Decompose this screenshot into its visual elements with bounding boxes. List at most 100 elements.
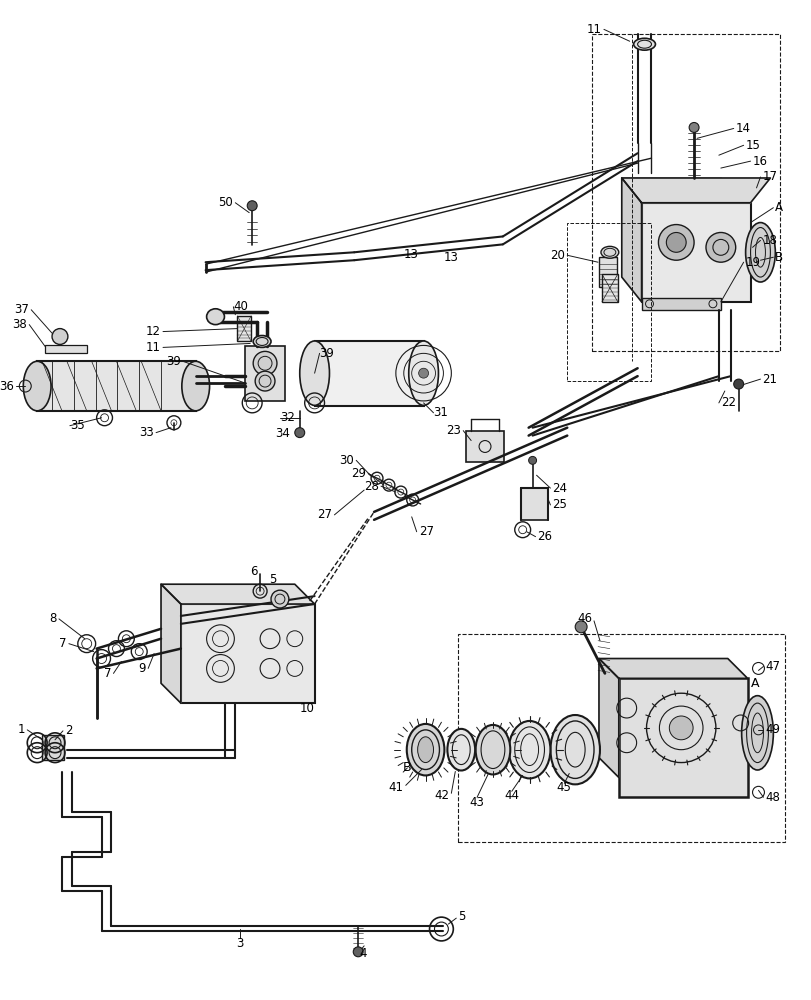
Bar bbox=[181, 604, 314, 703]
Text: 37: 37 bbox=[15, 303, 29, 316]
Text: 7: 7 bbox=[59, 637, 67, 650]
Text: 47: 47 bbox=[765, 660, 779, 673]
Ellipse shape bbox=[447, 729, 474, 770]
Ellipse shape bbox=[406, 724, 444, 775]
Circle shape bbox=[294, 428, 304, 438]
Bar bbox=[641, 298, 720, 310]
Circle shape bbox=[253, 351, 277, 375]
Bar bbox=[641, 203, 749, 302]
Text: 11: 11 bbox=[146, 341, 161, 354]
Bar bbox=[245, 346, 285, 401]
Circle shape bbox=[705, 232, 735, 262]
Ellipse shape bbox=[206, 309, 224, 325]
Circle shape bbox=[353, 947, 363, 957]
Text: 27: 27 bbox=[317, 508, 332, 521]
Text: 23: 23 bbox=[446, 424, 461, 437]
Text: 39: 39 bbox=[165, 355, 181, 368]
Text: 33: 33 bbox=[139, 426, 154, 439]
Text: 5: 5 bbox=[457, 910, 465, 923]
Text: 42: 42 bbox=[434, 789, 448, 802]
Text: 22: 22 bbox=[720, 396, 735, 409]
Circle shape bbox=[658, 225, 693, 260]
Polygon shape bbox=[161, 584, 314, 604]
Ellipse shape bbox=[550, 715, 599, 784]
Bar bbox=[237, 316, 251, 341]
Bar bbox=[42, 735, 64, 760]
Text: 43: 43 bbox=[469, 796, 484, 809]
Text: 20: 20 bbox=[550, 249, 564, 262]
Text: 17: 17 bbox=[762, 170, 776, 183]
Circle shape bbox=[689, 122, 698, 132]
Circle shape bbox=[247, 201, 257, 211]
Bar bbox=[599, 257, 616, 287]
Text: 34: 34 bbox=[275, 427, 290, 440]
Text: 25: 25 bbox=[551, 498, 567, 511]
Text: 13: 13 bbox=[443, 251, 457, 264]
Circle shape bbox=[255, 371, 275, 391]
Bar bbox=[621, 178, 720, 203]
Text: 4: 4 bbox=[358, 947, 367, 960]
Text: 31: 31 bbox=[433, 406, 448, 419]
Text: A: A bbox=[775, 201, 783, 214]
Bar bbox=[601, 274, 617, 302]
Text: 41: 41 bbox=[388, 781, 403, 794]
Polygon shape bbox=[621, 178, 641, 302]
Text: 32: 32 bbox=[280, 411, 294, 424]
Text: 50: 50 bbox=[218, 196, 233, 209]
Ellipse shape bbox=[508, 721, 550, 778]
Text: A: A bbox=[749, 677, 758, 690]
Text: 35: 35 bbox=[70, 419, 84, 432]
Polygon shape bbox=[599, 659, 618, 777]
Text: 18: 18 bbox=[762, 234, 776, 247]
Circle shape bbox=[574, 621, 586, 633]
Ellipse shape bbox=[740, 696, 772, 770]
Text: 29: 29 bbox=[350, 467, 366, 480]
Text: B: B bbox=[775, 251, 783, 264]
Text: 10: 10 bbox=[299, 702, 314, 715]
Text: 21: 21 bbox=[762, 373, 776, 386]
Text: 1: 1 bbox=[18, 723, 25, 736]
Text: 48: 48 bbox=[765, 791, 779, 804]
Text: B: B bbox=[402, 761, 411, 774]
Polygon shape bbox=[621, 178, 770, 203]
Polygon shape bbox=[599, 659, 747, 678]
Bar bbox=[466, 431, 504, 462]
Circle shape bbox=[666, 232, 685, 252]
Text: 7: 7 bbox=[104, 667, 111, 680]
Ellipse shape bbox=[600, 246, 618, 258]
Bar bbox=[45, 345, 87, 353]
Text: 14: 14 bbox=[735, 122, 750, 135]
Text: 6: 6 bbox=[249, 565, 257, 578]
Ellipse shape bbox=[633, 38, 654, 50]
Bar bbox=[618, 678, 747, 797]
Text: 44: 44 bbox=[504, 789, 519, 802]
Text: 5: 5 bbox=[269, 573, 277, 586]
Ellipse shape bbox=[744, 223, 775, 282]
Ellipse shape bbox=[408, 341, 438, 405]
Bar bbox=[591, 34, 779, 351]
Text: 30: 30 bbox=[339, 454, 354, 467]
Text: 28: 28 bbox=[363, 480, 379, 493]
Ellipse shape bbox=[24, 361, 51, 411]
Ellipse shape bbox=[417, 737, 433, 763]
Text: 36: 36 bbox=[0, 380, 15, 393]
Text: 26: 26 bbox=[537, 530, 551, 543]
Text: 12: 12 bbox=[146, 325, 161, 338]
Text: 45: 45 bbox=[556, 781, 571, 794]
Text: 39: 39 bbox=[320, 347, 334, 360]
Circle shape bbox=[528, 456, 536, 464]
Bar bbox=[567, 223, 650, 381]
Text: 38: 38 bbox=[12, 318, 28, 331]
Bar bbox=[314, 341, 423, 406]
Text: 11: 11 bbox=[586, 23, 601, 36]
Text: 2: 2 bbox=[65, 724, 72, 737]
Circle shape bbox=[271, 590, 289, 608]
Circle shape bbox=[668, 716, 693, 740]
Bar bbox=[37, 361, 195, 411]
Bar bbox=[520, 488, 547, 520]
Ellipse shape bbox=[299, 341, 329, 405]
Text: 13: 13 bbox=[403, 248, 418, 261]
Text: 46: 46 bbox=[577, 612, 591, 625]
Text: 19: 19 bbox=[744, 256, 760, 269]
Text: 27: 27 bbox=[418, 525, 433, 538]
